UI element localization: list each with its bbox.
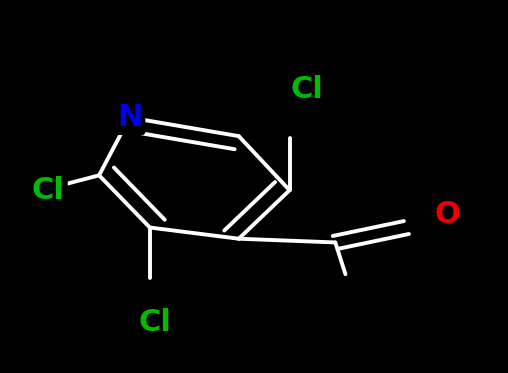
Text: Cl: Cl (291, 75, 324, 104)
Text: N: N (117, 103, 142, 132)
Text: O: O (434, 200, 460, 229)
Text: Cl: Cl (139, 308, 171, 337)
Text: Cl: Cl (32, 176, 65, 205)
